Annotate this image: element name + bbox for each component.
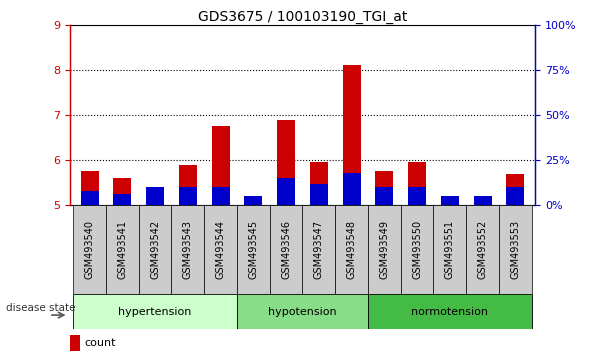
Text: GSM493540: GSM493540 [85, 220, 95, 279]
Bar [408, 162, 426, 205]
Text: GSM493553: GSM493553 [510, 220, 520, 279]
Bar [113, 194, 131, 205]
Bar [506, 174, 524, 205]
Bar [499, 205, 532, 294]
Bar [368, 294, 532, 329]
Bar [204, 205, 237, 294]
Text: GSM493541: GSM493541 [117, 220, 127, 279]
Bar [342, 173, 361, 205]
Bar [368, 205, 401, 294]
Bar [179, 165, 197, 205]
Text: normotension: normotension [412, 307, 488, 316]
Bar [146, 194, 164, 205]
Bar [277, 120, 295, 205]
Bar [270, 205, 303, 294]
Bar [375, 187, 393, 205]
Bar [335, 205, 368, 294]
Bar [146, 187, 164, 205]
Bar [244, 196, 263, 205]
Bar [179, 187, 197, 205]
Bar [73, 294, 237, 329]
Bar [237, 294, 368, 329]
Text: count: count [85, 338, 116, 348]
Text: GSM493547: GSM493547 [314, 220, 324, 279]
Bar [302, 205, 335, 294]
Bar [212, 187, 230, 205]
Text: GSM493542: GSM493542 [150, 220, 160, 279]
Bar [441, 201, 459, 205]
Text: GSM493548: GSM493548 [347, 220, 357, 279]
Bar [474, 196, 492, 205]
Bar [408, 187, 426, 205]
Text: hypertension: hypertension [119, 307, 192, 316]
Text: GSM493544: GSM493544 [216, 220, 226, 279]
Bar [139, 205, 171, 294]
Text: GSM493549: GSM493549 [379, 220, 389, 279]
Bar [434, 205, 466, 294]
Text: GSM493552: GSM493552 [478, 220, 488, 279]
Bar [237, 205, 270, 294]
Text: hypotension: hypotension [268, 307, 337, 316]
Bar [375, 171, 393, 205]
Title: GDS3675 / 100103190_TGI_at: GDS3675 / 100103190_TGI_at [198, 10, 407, 24]
Text: GSM493543: GSM493543 [183, 220, 193, 279]
Bar [106, 205, 139, 294]
Text: GSM493545: GSM493545 [248, 220, 258, 279]
Bar [441, 196, 459, 205]
Bar [70, 335, 80, 351]
Bar [244, 196, 263, 205]
Bar [466, 205, 499, 294]
Bar [310, 184, 328, 205]
Text: GSM493546: GSM493546 [281, 220, 291, 279]
Bar [171, 205, 204, 294]
Bar [506, 187, 524, 205]
Text: GSM493551: GSM493551 [445, 220, 455, 279]
Bar [342, 65, 361, 205]
Bar [277, 178, 295, 205]
Text: disease state: disease state [6, 303, 75, 313]
Text: GSM493550: GSM493550 [412, 220, 422, 279]
Bar [401, 205, 434, 294]
Bar [310, 162, 328, 205]
Bar [212, 126, 230, 205]
Bar [113, 178, 131, 205]
Bar [81, 171, 98, 205]
Bar [73, 205, 106, 294]
Bar [81, 191, 98, 205]
Bar [474, 201, 492, 205]
